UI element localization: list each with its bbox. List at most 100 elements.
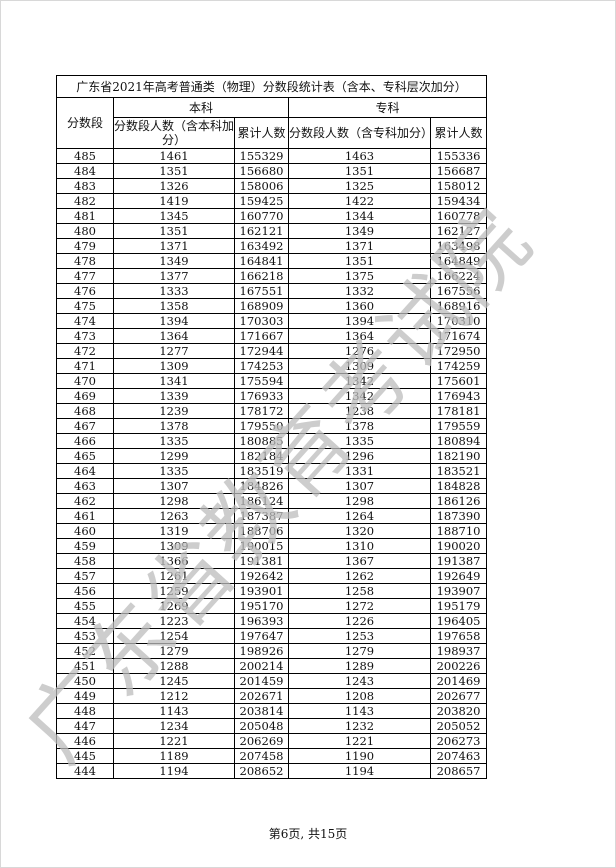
cell-score: 445	[56, 748, 114, 764]
cell-benke-cumulative: 190015	[234, 538, 289, 554]
cell-score: 461	[56, 508, 114, 524]
cell-benke-cumulative: 162121	[234, 223, 289, 239]
cell-zhuanke-count: 1272	[288, 598, 431, 614]
table-row: 477 1377 166218 1375 166224	[56, 268, 488, 284]
cell-benke-count: 1143	[113, 703, 235, 719]
cell-benke-cumulative: 206269	[234, 733, 289, 749]
cell-zhuanke-count: 1309	[288, 358, 431, 374]
cell-score: 462	[56, 493, 114, 509]
cell-benke-count: 1309	[113, 358, 235, 374]
cell-benke-count: 1419	[113, 193, 235, 209]
cell-benke-count: 1309	[113, 538, 235, 554]
cell-benke-count: 1277	[113, 343, 235, 359]
table-row: 466 1335 180885 1335 180894	[56, 433, 488, 449]
cell-benke-count: 1263	[113, 508, 235, 524]
cell-zhuanke-cumulative: 171674	[429, 328, 488, 344]
cell-zhuanke-count: 1422	[288, 193, 431, 209]
cell-zhuanke-cumulative: 200226	[429, 658, 488, 674]
cell-zhuanke-cumulative: 184828	[429, 478, 488, 494]
cell-benke-cumulative: 158006	[234, 178, 289, 194]
cell-benke-cumulative: 184826	[234, 478, 289, 494]
cell-benke-count: 1189	[113, 748, 235, 764]
cell-score: 456	[56, 583, 114, 599]
cell-benke-cumulative: 208652	[234, 763, 289, 779]
cell-benke-count: 1288	[113, 658, 235, 674]
cell-score: 481	[56, 208, 114, 224]
table-row: 463 1307 184826 1307 184828	[56, 478, 488, 494]
cell-benke-count: 1245	[113, 673, 235, 689]
cell-benke-cumulative: 192642	[234, 568, 289, 584]
cell-zhuanke-count: 1351	[288, 163, 431, 179]
cell-score: 476	[56, 283, 114, 299]
cell-benke-count: 1378	[113, 418, 235, 434]
cell-benke-count: 1341	[113, 373, 235, 389]
cell-score: 444	[56, 763, 114, 779]
table-row: 471 1309 174253 1309 174259	[56, 358, 488, 374]
cell-zhuanke-cumulative: 167556	[429, 283, 488, 299]
cell-benke-count: 1261	[113, 568, 235, 584]
table-row: 469 1339 176933 1342 176943	[56, 388, 488, 404]
cell-zhuanke-count: 1262	[288, 568, 431, 584]
cell-benke-cumulative: 168909	[234, 298, 289, 314]
cell-benke-count: 1234	[113, 718, 235, 734]
cell-zhuanke-cumulative: 201469	[429, 673, 488, 689]
table-row: 484 1351 156680 1351 156687	[56, 163, 488, 179]
cell-score: 457	[56, 568, 114, 584]
table-row: 475 1358 168909 1360 168916	[56, 298, 488, 314]
table-row: 462 1298 186124 1298 186126	[56, 493, 488, 509]
cell-benke-cumulative: 175594	[234, 373, 289, 389]
cell-benke-cumulative: 166218	[234, 268, 289, 284]
cell-benke-count: 1364	[113, 328, 235, 344]
table-title: 广东省2021年高考普通类（物理）分数段统计表（含本、专科层次加分）	[55, 75, 488, 98]
cell-score: 473	[56, 328, 114, 344]
cell-zhuanke-count: 1349	[288, 223, 431, 239]
table-row: 456 1259 193901 1258 193907	[56, 583, 488, 599]
table-row: 472 1277 172944 1276 172950	[56, 343, 488, 359]
cell-score: 464	[56, 463, 114, 479]
table-row: 446 1221 206269 1221 206273	[56, 733, 488, 749]
cell-zhuanke-cumulative: 180894	[429, 433, 488, 449]
cell-benke-count: 1339	[113, 388, 235, 404]
table-row: 454 1223 196393 1226 196405	[56, 613, 488, 629]
cell-benke-cumulative: 160770	[234, 208, 289, 224]
cell-benke-count: 1254	[113, 628, 235, 644]
cell-benke-count: 1326	[113, 178, 235, 194]
cell-zhuanke-count: 1143	[288, 703, 431, 719]
cell-zhuanke-count: 1320	[288, 523, 431, 539]
cell-score: 478	[56, 253, 114, 269]
table-row: 457 1261 192642 1262 192649	[56, 568, 488, 584]
cell-score: 452	[56, 643, 114, 659]
cell-benke-cumulative: 186124	[234, 493, 289, 509]
cell-zhuanke-cumulative: 191387	[429, 553, 488, 569]
cell-benke-cumulative: 156680	[234, 163, 289, 179]
cell-zhuanke-count: 1226	[288, 613, 431, 629]
cell-zhuanke-cumulative: 155336	[429, 148, 488, 164]
cell-zhuanke-count: 1375	[288, 268, 431, 284]
cell-benke-cumulative: 164841	[234, 253, 289, 269]
table-row: 459 1309 190015 1310 190020	[56, 538, 488, 554]
cell-score: 454	[56, 613, 114, 629]
cell-zhuanke-count: 1351	[288, 253, 431, 269]
cell-benke-cumulative: 170303	[234, 313, 289, 329]
cell-zhuanke-cumulative: 206273	[429, 733, 488, 749]
cell-zhuanke-count: 1371	[288, 238, 431, 254]
cell-benke-count: 1335	[113, 433, 235, 449]
cell-zhuanke-cumulative: 205052	[429, 718, 488, 734]
cell-benke-count: 1298	[113, 493, 235, 509]
header-zhuanke-cumulative: 累计人数	[429, 117, 488, 149]
cell-zhuanke-count: 1208	[288, 688, 431, 704]
cell-benke-count: 1223	[113, 613, 235, 629]
cell-benke-cumulative: 176933	[234, 388, 289, 404]
score-distribution-table: 广东省2021年高考普通类（物理）分数段统计表（含本、专科层次加分） 分数段 本…	[55, 75, 488, 779]
cell-score: 460	[56, 523, 114, 539]
cell-zhuanke-cumulative: 182190	[429, 448, 488, 464]
table-row: 473 1364 171667 1364 171674	[56, 328, 488, 344]
cell-zhuanke-count: 1342	[288, 388, 431, 404]
header-zhuanke: 专科	[287, 97, 488, 118]
cell-zhuanke-cumulative: 198937	[429, 643, 488, 659]
cell-zhuanke-cumulative: 208657	[429, 763, 488, 779]
cell-benke-count: 1333	[113, 283, 235, 299]
cell-benke-count: 1366	[113, 553, 235, 569]
cell-zhuanke-cumulative: 170310	[429, 313, 488, 329]
cell-zhuanke-cumulative: 195179	[429, 598, 488, 614]
